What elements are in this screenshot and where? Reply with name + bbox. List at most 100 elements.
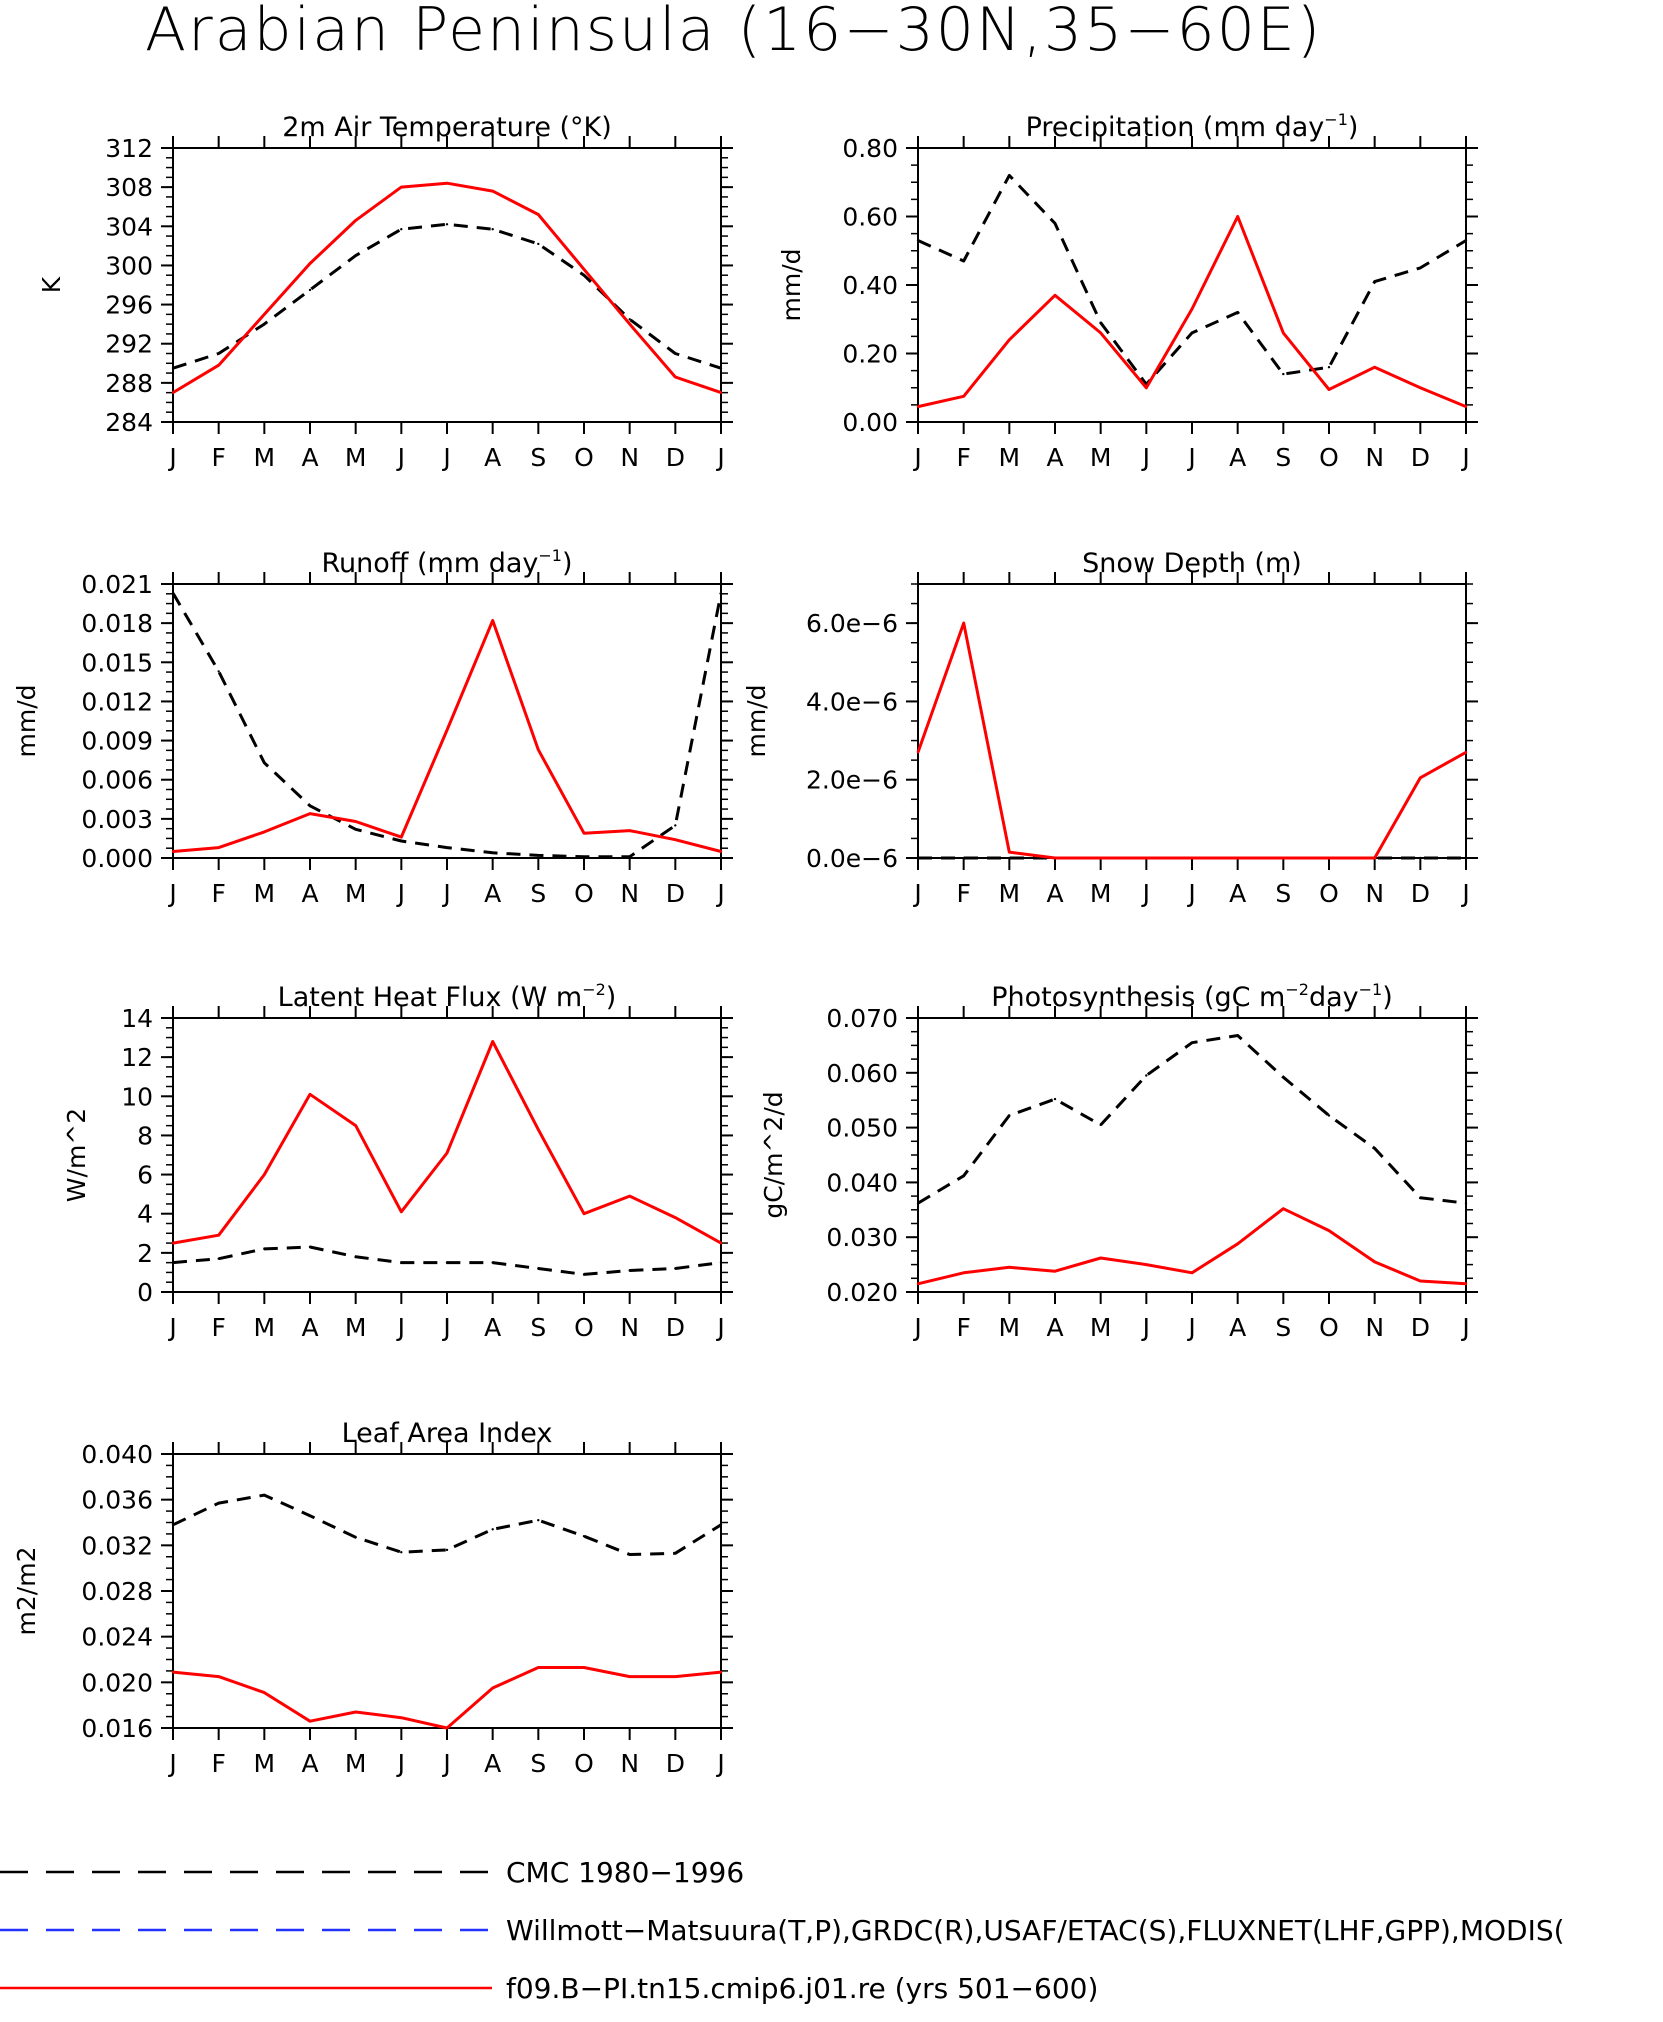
x-tick-label: J xyxy=(1460,1313,1469,1342)
x-tick-label: A xyxy=(1229,879,1246,908)
x-tick-label: A xyxy=(1229,443,1246,472)
x-tick-label: D xyxy=(666,879,685,908)
data-point xyxy=(1419,1279,1422,1283)
data-point xyxy=(537,242,540,246)
x-tick-label: J xyxy=(715,443,724,472)
data-point xyxy=(1053,1097,1057,1101)
x-tick-label: S xyxy=(1275,879,1291,908)
data-point xyxy=(263,761,266,764)
data-point xyxy=(1464,1282,1468,1286)
data-point xyxy=(171,591,175,595)
y-axis-label: mm/d xyxy=(742,685,771,758)
y-tick-label: 0.036 xyxy=(81,1486,153,1515)
data-point xyxy=(582,832,586,835)
data-point xyxy=(217,352,220,355)
data-point xyxy=(1190,307,1194,311)
x-tick-label: A xyxy=(1229,1313,1246,1342)
legend-label-2: Willmott−Matsuura(T,P),GRDC(R),USAF/ETAC… xyxy=(506,1914,1565,1947)
y-tick-label: 0.0e−6 xyxy=(806,844,898,873)
data-point xyxy=(582,274,586,277)
series-line-cmc-obs xyxy=(172,1245,722,1276)
plot-frame xyxy=(172,147,722,423)
data-point xyxy=(1236,215,1239,218)
x-tick-label: A xyxy=(301,879,318,908)
data-point xyxy=(674,1216,677,1219)
y-tick-label: 0.070 xyxy=(826,1004,898,1033)
data-point xyxy=(1373,856,1376,860)
data-point xyxy=(1145,856,1148,860)
x-tick-label: A xyxy=(1046,879,1063,908)
x-tick-label: F xyxy=(211,443,225,472)
data-point xyxy=(445,1726,449,1730)
data-point xyxy=(171,1523,175,1527)
data-point xyxy=(719,391,723,394)
data-point xyxy=(1419,776,1422,779)
data-point xyxy=(445,182,449,185)
panel-mm-d-runoff-mm-day: Runoff (mm day−1)J F M A M J J A S O N D J0.0000.003… xyxy=(12,546,733,908)
data-point xyxy=(400,1210,403,1214)
data-point xyxy=(445,1548,449,1552)
x-tick-label: M xyxy=(254,1749,276,1778)
data-point xyxy=(445,1261,449,1264)
data-point xyxy=(628,322,631,326)
x-tick-label: J xyxy=(396,443,405,472)
x-tick-label: J xyxy=(1141,879,1150,908)
data-point xyxy=(962,621,965,625)
y-tick-label: 10 xyxy=(121,1082,153,1111)
y-tick-label: 0 xyxy=(137,1278,153,1307)
data-point xyxy=(354,828,357,831)
x-tick-label: F xyxy=(956,1313,970,1342)
x-tick-label: F xyxy=(211,879,225,908)
x-tick-label: A xyxy=(484,1313,501,1342)
data-point xyxy=(1190,1271,1194,1275)
x-tick-label: N xyxy=(620,879,639,908)
data-point xyxy=(308,804,312,807)
x-tick-label: A xyxy=(484,1749,501,1778)
x-tick-label: J xyxy=(715,1749,724,1778)
data-point xyxy=(582,1212,586,1215)
panel-w-m-2-latent-heat-flux-w-m: Latent Heat Flux (W m−2)J F M A M J J A S O N D J024… xyxy=(62,980,733,1342)
title-superscript: −2 xyxy=(1285,980,1309,999)
data-point xyxy=(491,619,494,622)
data-point xyxy=(308,812,312,815)
series-line-cmc-obs xyxy=(917,1034,1467,1205)
data-point xyxy=(445,1151,449,1155)
panel-title-text: day xyxy=(1309,982,1359,1013)
y-tick-label: 0.20 xyxy=(842,340,898,369)
data-point xyxy=(582,855,586,858)
x-tick-label: A xyxy=(301,1749,318,1778)
data-point xyxy=(916,856,920,860)
y-tick-label: 292 xyxy=(105,330,153,359)
x-tick-label: N xyxy=(620,443,639,472)
data-point xyxy=(445,728,449,732)
x-tick-label: D xyxy=(1411,443,1430,472)
y-tick-label: 0.016 xyxy=(81,1714,153,1743)
series-line-cmc-obs xyxy=(172,1493,722,1556)
y-tick-label: 0.60 xyxy=(842,203,898,232)
y-tick-label: 284 xyxy=(105,408,153,437)
data-point xyxy=(171,850,175,853)
x-tick-label: M xyxy=(345,1749,367,1778)
x-tick-label: S xyxy=(1275,1313,1291,1342)
title-superscript: −1 xyxy=(1324,110,1348,129)
data-point xyxy=(171,1241,175,1245)
data-point xyxy=(1327,388,1331,391)
x-tick-label: M xyxy=(1090,879,1112,908)
y-tick-label: 0.003 xyxy=(81,805,153,834)
data-point xyxy=(1008,856,1011,860)
x-tick-label: M xyxy=(1090,443,1112,472)
data-point xyxy=(1282,1076,1285,1079)
x-tick-label: J xyxy=(396,1749,405,1778)
y-tick-label: 0.012 xyxy=(81,687,153,716)
data-point xyxy=(537,213,540,216)
data-point xyxy=(491,851,494,854)
data-point xyxy=(1236,1034,1239,1037)
y-tick-label: 0.050 xyxy=(826,1114,898,1143)
data-point xyxy=(719,1523,723,1527)
data-point xyxy=(916,1202,920,1205)
data-point xyxy=(582,1535,586,1538)
data-point xyxy=(1327,366,1331,369)
data-point xyxy=(719,1261,723,1264)
data-point xyxy=(537,1519,540,1522)
data-point xyxy=(1008,338,1011,341)
